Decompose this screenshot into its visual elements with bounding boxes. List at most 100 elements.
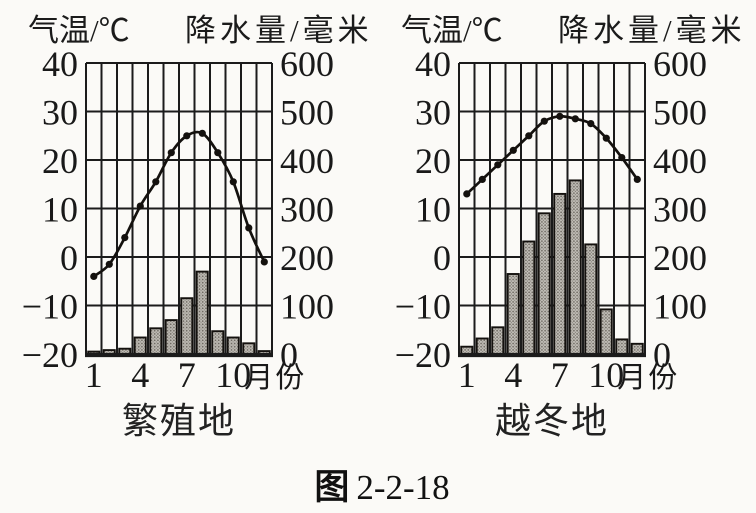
precip-tick-100: 100 <box>280 287 334 327</box>
grid-lines <box>85 62 273 354</box>
temp-tick-40: 40 <box>42 44 78 84</box>
month-tick-1: 1 <box>85 355 103 395</box>
figure-caption-number: 2-2-18 <box>356 468 450 507</box>
precip-tick-500: 500 <box>280 93 334 133</box>
precip-tick-300: 300 <box>280 190 334 230</box>
month-tick-7: 7 <box>551 355 569 395</box>
chart-title-wintering-ground: 越冬地 <box>494 401 609 441</box>
precip-tick-300: 300 <box>653 190 707 230</box>
temp-tick--20: −20 <box>22 335 78 375</box>
precip-bar-month-10 <box>599 308 613 355</box>
temp-point-month-6 <box>540 117 548 125</box>
precip-tick-0: 0 <box>280 335 298 375</box>
precip-bar-month-8 <box>195 270 209 355</box>
precip-bar-month-7 <box>553 192 567 355</box>
temp-tick-10: 10 <box>42 190 78 230</box>
temp-tick-10: 10 <box>415 190 451 230</box>
temp-point-month-8 <box>198 129 206 137</box>
precip-axis-title-wintering: 降水量/毫米 <box>558 13 746 48</box>
precip-bar-month-4 <box>133 336 147 355</box>
temp-tick-40: 40 <box>415 44 451 84</box>
temp-axis-title-wintering: 气温/℃ <box>401 13 503 48</box>
precip-tick-0: 0 <box>653 335 671 375</box>
precip-bar-month-8 <box>568 179 582 355</box>
temp-point-month-3 <box>121 234 129 242</box>
precip-bar-month-11 <box>615 338 629 355</box>
month-tick-10: 10 <box>588 355 624 395</box>
temp-point-month-11 <box>618 154 626 162</box>
precip-tick-100: 100 <box>653 287 707 327</box>
temp-tick--20: −20 <box>395 335 451 375</box>
precip-bar-month-9 <box>584 243 598 355</box>
temp-point-month-12 <box>260 258 268 266</box>
temp-tick-0: 0 <box>433 238 451 278</box>
temperature-points <box>90 129 268 280</box>
chart-title-breeding-ground: 繁殖地 <box>121 401 236 441</box>
temp-point-month-8 <box>571 115 579 123</box>
precip-bar-month-12 <box>630 342 644 355</box>
precip-tick-200: 200 <box>280 238 334 278</box>
precip-bar-month-4 <box>506 273 520 355</box>
precip-bar-month-7 <box>180 297 194 355</box>
figure-caption: 图 2-2-18 <box>4 470 756 505</box>
month-unit-label: 月份 <box>617 361 679 394</box>
temp-point-month-3 <box>494 161 502 169</box>
temp-point-month-9 <box>214 149 222 157</box>
month-tick-10: 10 <box>215 355 251 395</box>
precip-bar-month-6 <box>164 319 178 355</box>
temp-tick--10: −10 <box>22 287 78 327</box>
temp-point-month-4 <box>509 146 517 154</box>
temp-tick-30: 30 <box>42 93 78 133</box>
temp-point-month-11 <box>245 224 253 232</box>
temp-point-month-7 <box>556 112 564 120</box>
precip-tick-500: 500 <box>653 93 707 133</box>
temp-tick--10: −10 <box>395 287 451 327</box>
figure-caption-prefix: 图 <box>314 468 350 507</box>
precip-tick-600: 600 <box>280 44 334 84</box>
temp-point-month-12 <box>633 175 641 183</box>
temp-tick-0: 0 <box>60 238 78 278</box>
month-tick-4: 4 <box>504 355 522 395</box>
temp-point-month-2 <box>478 175 486 183</box>
precip-bar-month-5 <box>522 240 536 355</box>
temp-tick-20: 20 <box>415 141 451 181</box>
temp-axis-title-breeding: 气温/℃ <box>28 13 130 48</box>
temp-tick-20: 20 <box>42 141 78 181</box>
precip-tick-200: 200 <box>653 238 707 278</box>
grid-lines <box>458 62 646 354</box>
temp-point-month-4 <box>136 202 144 210</box>
month-tick-7: 7 <box>178 355 196 395</box>
temp-point-month-7 <box>183 132 191 140</box>
precip-bar-month-5 <box>149 327 163 355</box>
precip-bar-month-6 <box>537 212 551 355</box>
precip-tick-400: 400 <box>653 141 707 181</box>
temp-point-month-9 <box>587 120 595 128</box>
precip-tick-600: 600 <box>653 44 707 84</box>
temp-point-month-2 <box>105 260 113 268</box>
month-tick-1: 1 <box>458 355 476 395</box>
temp-point-month-10 <box>602 134 610 142</box>
precip-bar-month-11 <box>242 342 256 355</box>
temp-tick-30: 30 <box>415 93 451 133</box>
precip-bar-month-3 <box>491 326 505 355</box>
precip-axis-title-breeding: 降水量/毫米 <box>185 13 373 48</box>
temp-point-month-1 <box>90 272 98 280</box>
precip-bar-month-10 <box>226 336 240 355</box>
temp-point-month-10 <box>229 178 237 186</box>
precip-tick-400: 400 <box>280 141 334 181</box>
precip-bar-month-9 <box>211 330 225 355</box>
month-tick-4: 4 <box>131 355 149 395</box>
temp-point-month-5 <box>525 132 533 140</box>
temp-point-month-1 <box>463 190 471 198</box>
precip-bar-month-2 <box>475 337 489 355</box>
temp-point-month-6 <box>167 149 175 157</box>
temperature-points <box>463 112 641 198</box>
month-unit-label: 月份 <box>244 361 306 394</box>
temp-point-month-5 <box>152 178 160 186</box>
